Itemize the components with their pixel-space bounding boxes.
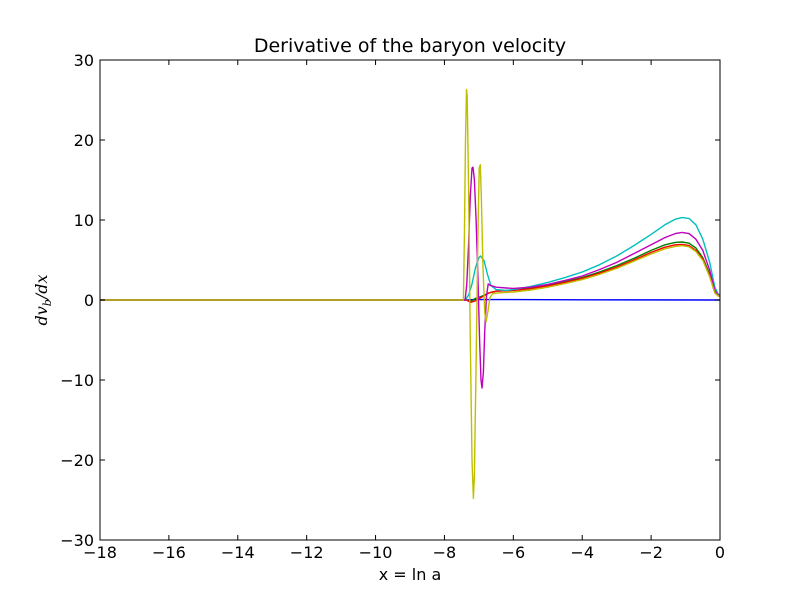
x-tick-label: −4 — [570, 543, 594, 562]
y-tick-label: −10 — [60, 371, 94, 390]
x-tick-label: −18 — [83, 543, 117, 562]
x-tick-label: −6 — [502, 543, 526, 562]
y-tick-label: 0 — [84, 291, 94, 310]
y-tick-label: 10 — [74, 211, 94, 230]
chart-title: Derivative of the baryon velocity — [254, 35, 566, 57]
y-tick-label: −30 — [60, 531, 94, 550]
x-tick-label: −14 — [221, 543, 255, 562]
y-tick-label: 30 — [74, 51, 94, 70]
x-axis-label: x = ln a — [379, 565, 442, 584]
x-tick-label: 0 — [715, 543, 725, 562]
x-tick-label: −10 — [359, 543, 393, 562]
y-axis-label-rest: /dx — [32, 275, 51, 302]
y-axis-label-sub: b — [41, 299, 54, 306]
y-tick-label: 20 — [74, 131, 94, 150]
series-line-5 — [100, 88, 720, 500]
y-tick-label: −20 — [60, 451, 94, 470]
y-axis-label: dvb/dx — [32, 275, 54, 326]
y-axis-label-base: dv — [32, 306, 51, 325]
x-tick-label: −8 — [433, 543, 457, 562]
x-tick-label: −2 — [639, 543, 663, 562]
series-lines — [100, 88, 720, 500]
series-line-4 — [100, 166, 720, 389]
x-tick-label: −12 — [290, 543, 324, 562]
x-tick-label: −16 — [152, 543, 186, 562]
series-line-3 — [100, 216, 720, 301]
